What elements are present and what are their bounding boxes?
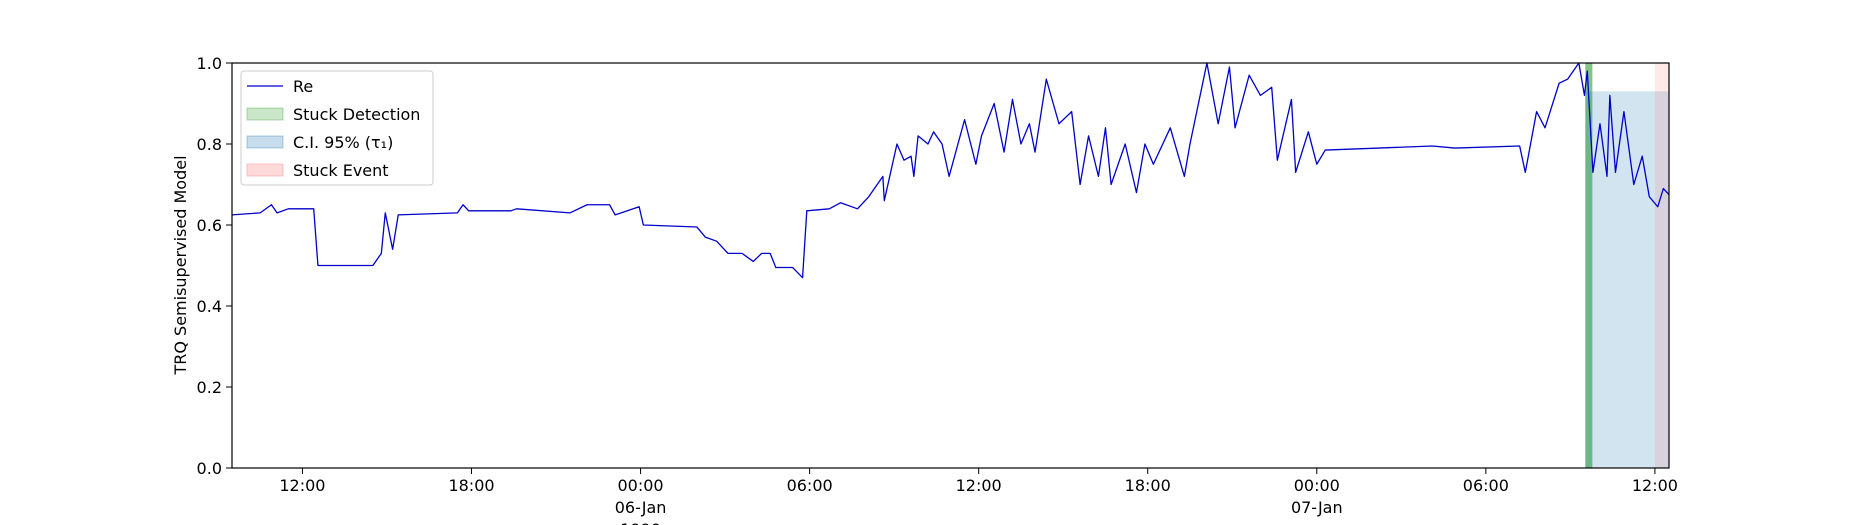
legend-box: [240, 70, 434, 186]
legend-patch: [246, 163, 284, 177]
y-axis-label: TRQ Semisupervised Model: [171, 155, 190, 375]
x-tick-label: 00:00 07-Jan: [1291, 476, 1343, 517]
span: [1585, 63, 1593, 468]
x-tick-label: 06:00: [787, 476, 833, 495]
y-tick-label: 1.0: [197, 54, 222, 73]
y-tick-label: 0.0: [197, 459, 222, 478]
plot-frame: [231, 62, 1670, 469]
legend-patch: [246, 135, 284, 149]
legend-label: Stuck Event: [293, 161, 389, 180]
x-tick-label: 12:00: [1632, 476, 1678, 495]
legend-patch: [246, 107, 284, 121]
legend-label: Re: [293, 77, 313, 96]
x-tick-label: 12:00: [956, 476, 1002, 495]
x-tick-label: 06:00: [1463, 476, 1509, 495]
y-tick-label: 0.8: [197, 135, 222, 154]
span: [1654, 63, 1669, 468]
data-line: [231, 62, 1670, 279]
y-tick-label: 0.6: [197, 216, 222, 235]
x-tick-label: 18:00: [1125, 476, 1171, 495]
y-tick-label: 0.4: [197, 297, 222, 316]
y-tick-label: 0.2: [197, 378, 222, 397]
span: [1585, 91, 1669, 468]
x-tick-label: 18:00: [448, 476, 494, 495]
legend-label: Stuck Detection: [293, 105, 420, 124]
legend-label: C.I. 95% (τ₁): [293, 133, 393, 152]
x-tick-label: 12:00: [279, 476, 325, 495]
